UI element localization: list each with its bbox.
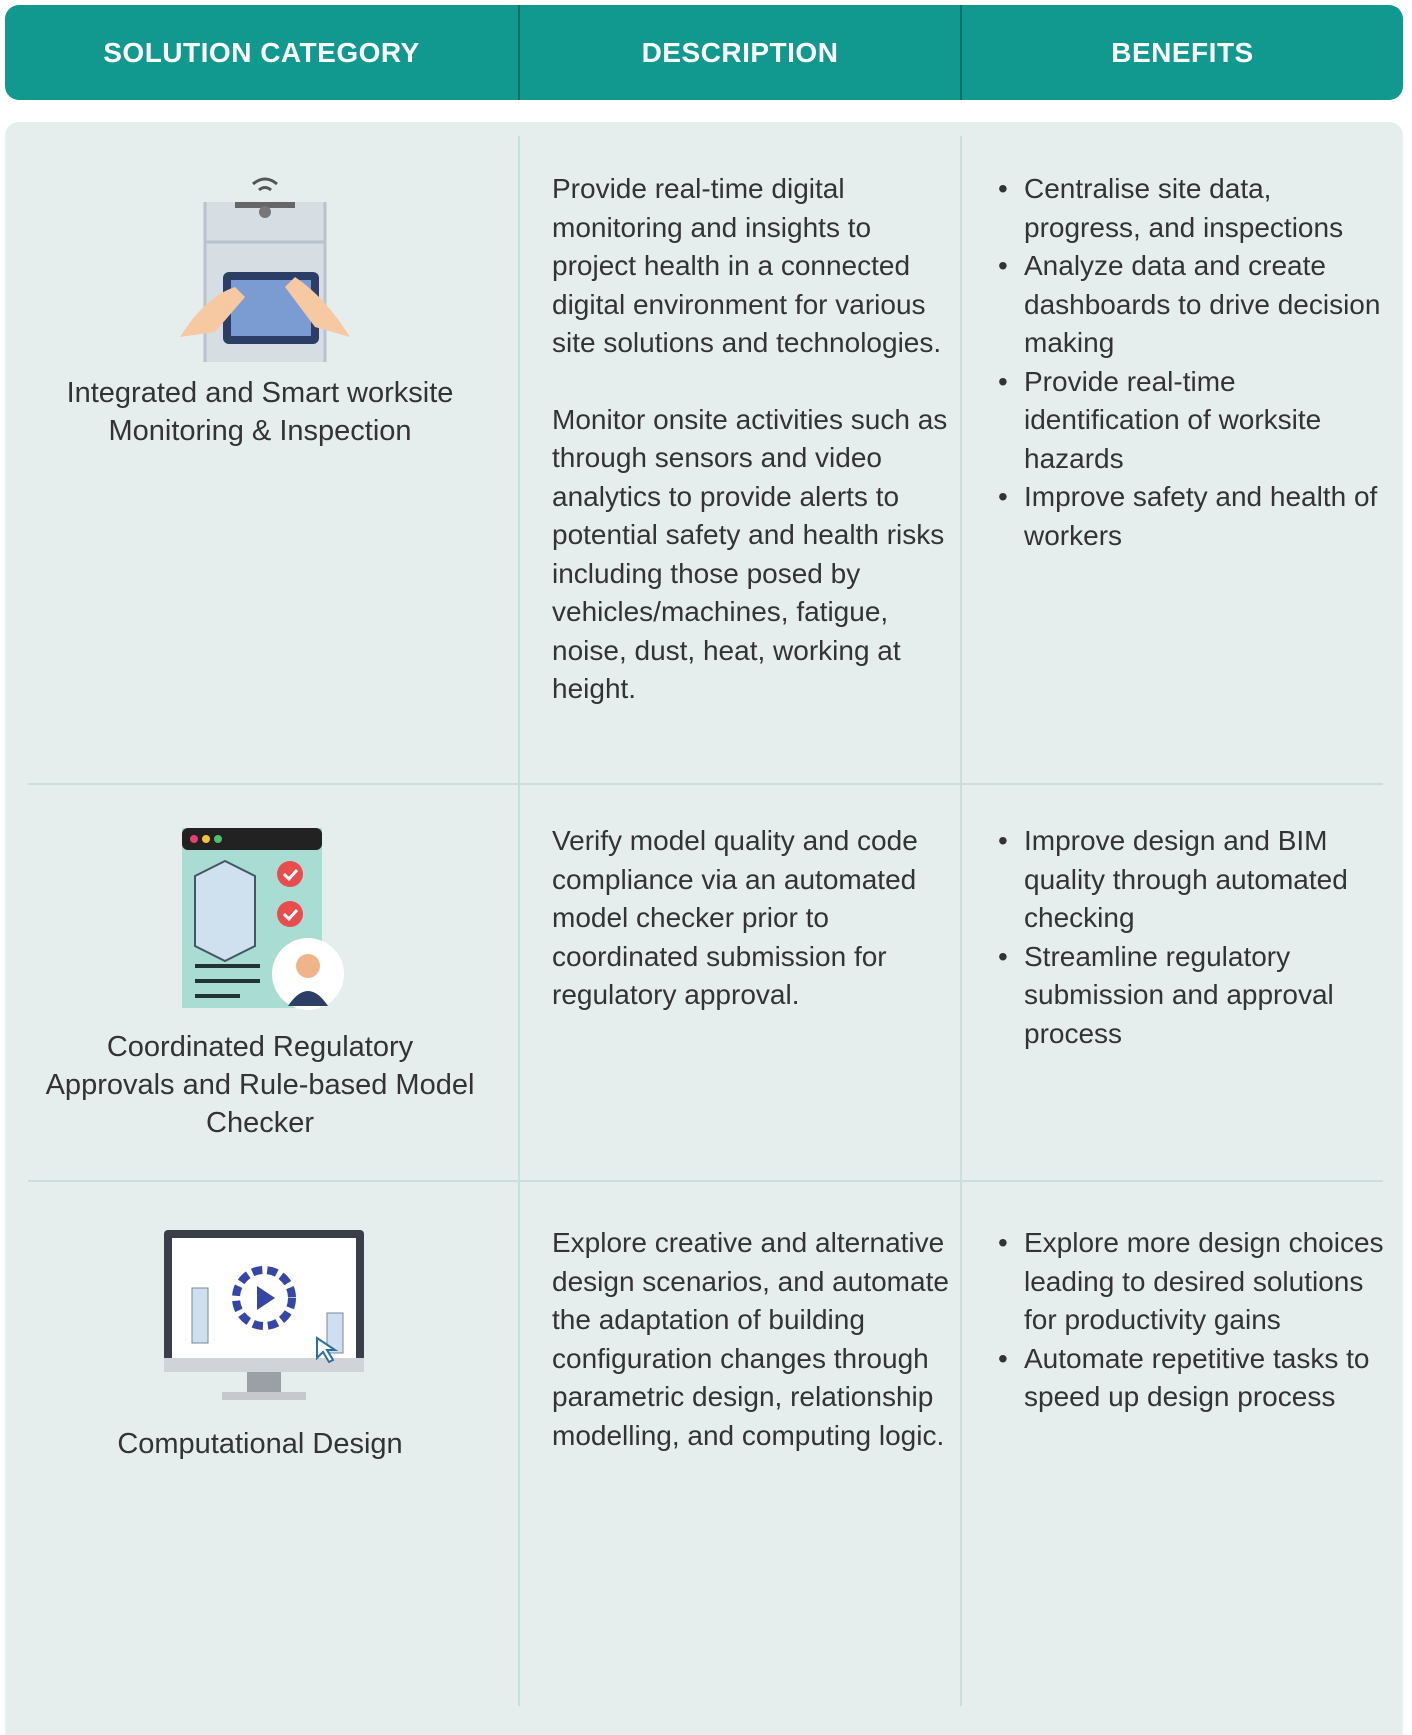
category-label: Computational Design [117, 1428, 403, 1460]
header-cell: BENEFITS [1111, 36, 1254, 68]
benefit-item: Provide real-time identification of work… [998, 363, 1393, 479]
table-header: SOLUTION CATEGORY DESCRIPTION BENEFITS [5, 5, 1403, 100]
benefit-item: Centralise site data, progress, and insp… [998, 170, 1393, 247]
description-paragraph: Verify model quality and code compliance… [552, 825, 918, 1010]
column-divider [960, 5, 962, 100]
benefit-item: Automate repetitive tasks to speed up de… [998, 1340, 1393, 1417]
description-paragraph: Monitor onsite activities such as throug… [552, 403, 948, 705]
benefit-item: Improve design and BIM quality through a… [998, 822, 1393, 938]
header-cell: DESCRIPTION [641, 36, 839, 68]
row-divider [28, 783, 1383, 785]
benefits-list: Explore more design choices leading to d… [998, 1224, 1393, 1417]
benefit-item: Explore more design choices leading to d… [998, 1224, 1393, 1340]
header-cell: SOLUTION CATEGORY [103, 36, 420, 68]
computational-design-icon [164, 1230, 364, 1400]
description-cell: Provide real-time digital monitoring and… [552, 170, 952, 747]
column-divider [960, 136, 962, 1706]
description-paragraph: Explore creative and alternative design … [552, 1227, 949, 1451]
model-checker-icon [182, 828, 344, 1010]
benefit-item: Improve safety and health of workers [998, 478, 1393, 555]
benefits-list: Centralise site data, progress, and insp… [998, 170, 1393, 555]
description-cell: Verify model quality and code compliance… [552, 822, 952, 1053]
category-label: Integrated and Smart worksite Monitoring… [66, 377, 454, 447]
row-divider [28, 1180, 1383, 1182]
monitoring-icon [180, 177, 350, 362]
benefit-item: Streamline regulatory submission and app… [998, 938, 1393, 1054]
description-paragraph: Provide real-time digital monitoring and… [552, 173, 942, 358]
column-divider [518, 136, 520, 1706]
benefit-item: Analyze data and create dashboards to dr… [998, 247, 1393, 363]
benefits-list: Improve design and BIM quality through a… [998, 822, 1393, 1053]
category-label: Coordinated Regulatory Approvals and Rul… [45, 1031, 475, 1139]
column-divider [518, 5, 520, 100]
description-cell: Explore creative and alternative design … [552, 1224, 952, 1493]
